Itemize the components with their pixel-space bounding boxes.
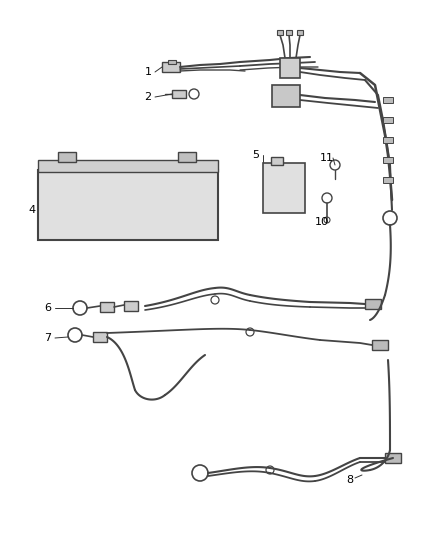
Text: 8: 8	[346, 475, 353, 485]
Text: 5: 5	[252, 150, 259, 160]
Bar	[162, 62, 180, 72]
Text: 6: 6	[45, 303, 52, 313]
Text: 11: 11	[320, 153, 334, 163]
Bar	[168, 60, 176, 64]
Bar	[271, 157, 283, 165]
Bar	[297, 30, 303, 35]
Bar	[385, 453, 401, 463]
Bar	[272, 85, 300, 107]
Text: 4: 4	[28, 205, 35, 215]
Bar	[383, 117, 393, 123]
Bar	[275, 88, 285, 96]
Bar	[365, 299, 381, 309]
Bar	[100, 302, 114, 312]
Bar	[38, 160, 218, 172]
Bar	[93, 332, 107, 342]
Bar	[263, 163, 305, 213]
Bar	[172, 90, 186, 98]
Text: 7: 7	[44, 333, 52, 343]
Bar	[38, 170, 218, 240]
Bar	[286, 30, 292, 35]
Bar	[372, 340, 388, 350]
Bar	[124, 301, 138, 311]
Bar	[178, 152, 196, 162]
Bar	[277, 30, 283, 35]
Text: 2: 2	[145, 92, 152, 102]
Bar	[287, 88, 297, 96]
Text: 1: 1	[145, 67, 152, 77]
Bar	[383, 177, 393, 183]
Bar	[383, 97, 393, 103]
Bar	[58, 152, 76, 162]
Text: 10: 10	[315, 217, 329, 227]
Bar	[280, 58, 300, 78]
Bar	[383, 157, 393, 163]
Bar	[383, 137, 393, 143]
